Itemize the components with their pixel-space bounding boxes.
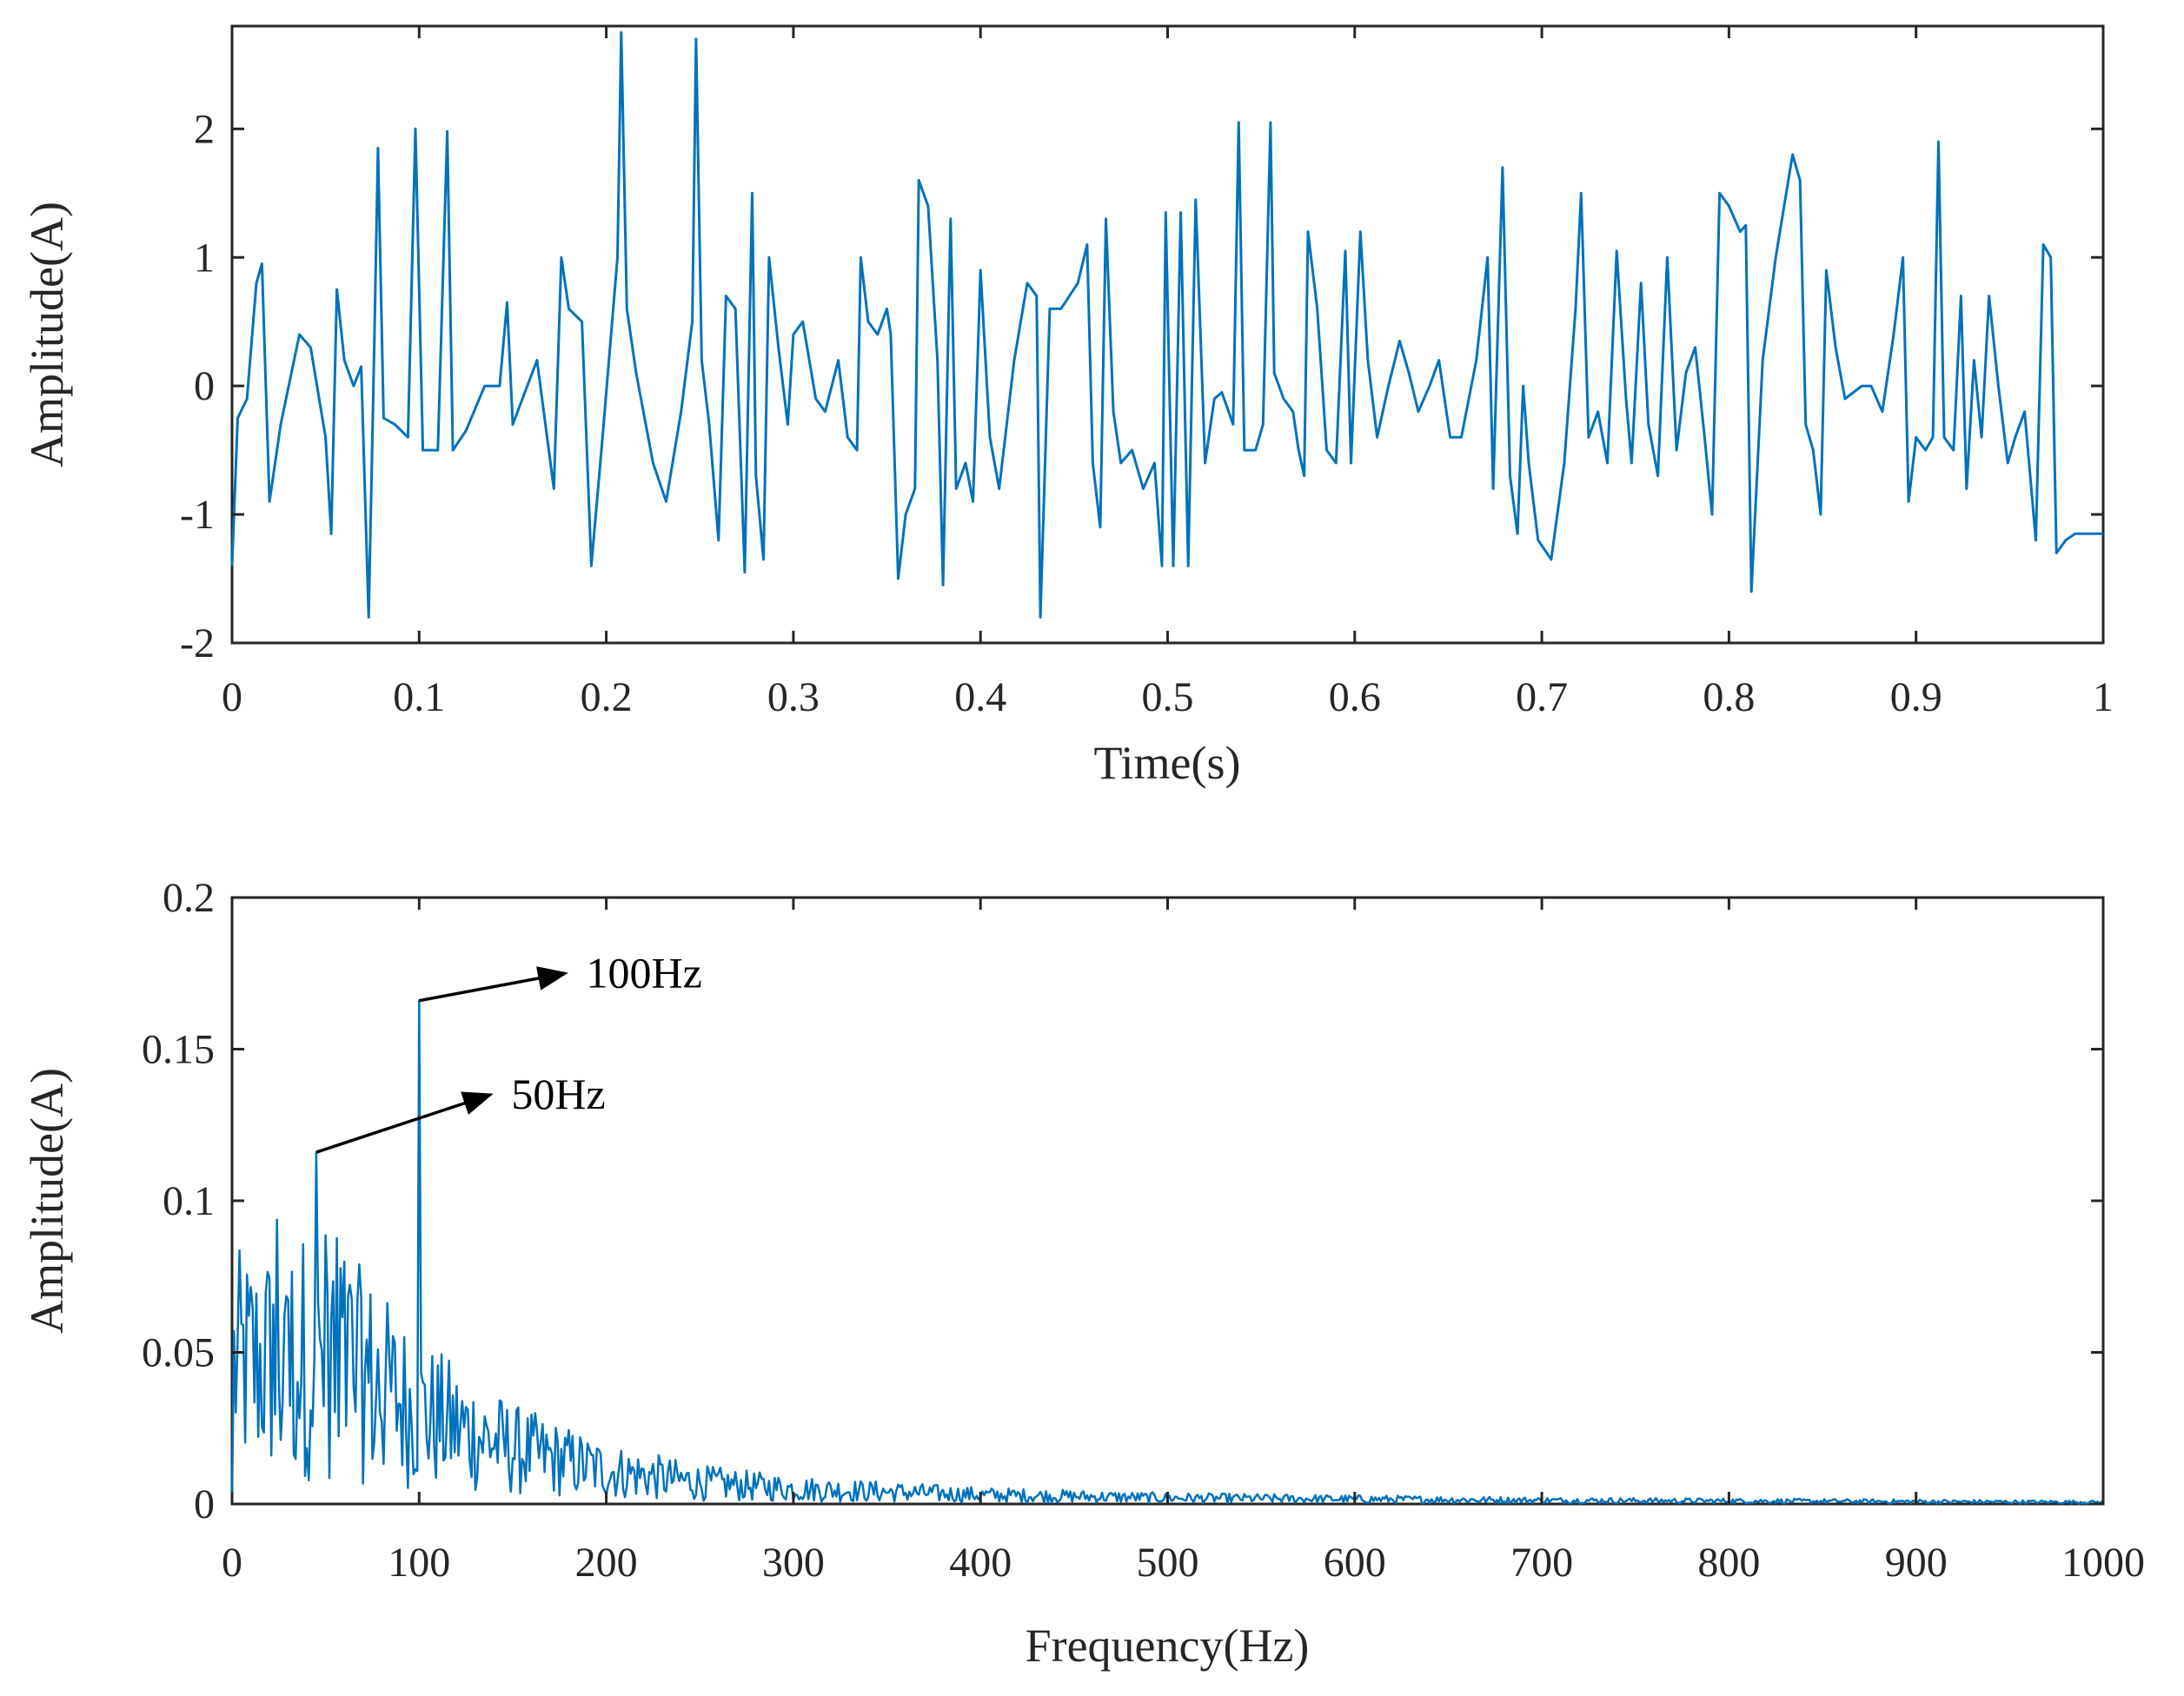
x-tick-label: 0.3	[767, 674, 820, 720]
y-tick-label: 0.1	[163, 1178, 215, 1224]
annotation-label: 50Hz	[511, 1070, 605, 1118]
spectrum-chart: 0 100 200 300 400 500 600 700 800 900 1000 0 0.05 0.…	[21, 875, 2145, 1672]
y-tick-label: 0.2	[163, 875, 215, 921]
x-tick-label: 0.8	[1703, 674, 1755, 720]
y-tick-label: 0	[194, 1481, 215, 1527]
x-tick-label: 0	[222, 674, 242, 720]
x-tick-label: 400	[949, 1540, 1012, 1586]
x-tick-label: 1	[2093, 674, 2114, 720]
y-tick-label: 2	[194, 106, 215, 152]
top-x-ticks: 0 0.1 0.2 0.3 0.4 0.5 0.6 0.7 0.8 0.9 1	[222, 26, 2114, 720]
x-tick-label: 300	[762, 1540, 825, 1586]
bottom-y-axis-label: Amplitude(A)	[21, 1068, 73, 1334]
y-tick-label: 0.05	[142, 1330, 215, 1376]
x-tick-label: 700	[1510, 1540, 1573, 1586]
bottom-x-ticks: 0 100 200 300 400 500 600 700 800 900 1000	[222, 898, 2145, 1586]
time-signal-line	[230, 30, 2103, 619]
y-tick-label: -2	[180, 620, 215, 666]
x-tick-label: 0.6	[1329, 674, 1381, 720]
x-tick-label: 0.7	[1516, 674, 1568, 720]
x-tick-label: 500	[1137, 1540, 1199, 1586]
x-tick-label: 0.5	[1142, 674, 1194, 720]
x-tick-label: 0.4	[954, 674, 1006, 720]
annotation-arrow	[315, 1091, 494, 1154]
x-tick-label: 800	[1697, 1540, 1760, 1586]
x-tick-label: 900	[1885, 1540, 1948, 1586]
time-domain-chart: 0 0.1 0.2 0.3 0.4 0.5 0.6 0.7 0.8 0.9 1 -2 -1 0 1 2 Ti…	[21, 24, 2114, 789]
x-tick-label: 100	[388, 1540, 450, 1586]
annotation-label: 100Hz	[587, 948, 702, 997]
x-tick-label: 600	[1324, 1540, 1386, 1586]
y-tick-label: 0.15	[142, 1027, 215, 1073]
x-tick-label: 0	[222, 1540, 242, 1586]
annotation-arrow	[418, 966, 568, 1003]
bottom-plot-frame	[230, 896, 2105, 1506]
y-tick-label: 1	[194, 235, 215, 281]
x-tick-label: 0.1	[393, 674, 445, 720]
x-tick-label: 200	[575, 1540, 638, 1586]
y-tick-label: -1	[180, 492, 215, 538]
bottom-x-axis-label: Frequency(Hz)	[1026, 1620, 1310, 1672]
x-tick-label: 0.2	[581, 674, 633, 720]
x-tick-label: 0.9	[1890, 674, 1942, 720]
top-y-ticks: -2 -1 0 1 2	[180, 106, 2103, 666]
x-tick-label: 1000	[2061, 1540, 2145, 1586]
bottom-y-ticks: 0 0.05 0.1 0.15 0.2	[142, 875, 2103, 1527]
y-tick-label: 0	[194, 363, 215, 409]
peak-annotations: 100Hz 50Hz	[315, 948, 702, 1154]
top-y-axis-label: Amplitude(A)	[21, 202, 73, 467]
top-x-axis-label: Time(s)	[1093, 737, 1240, 789]
